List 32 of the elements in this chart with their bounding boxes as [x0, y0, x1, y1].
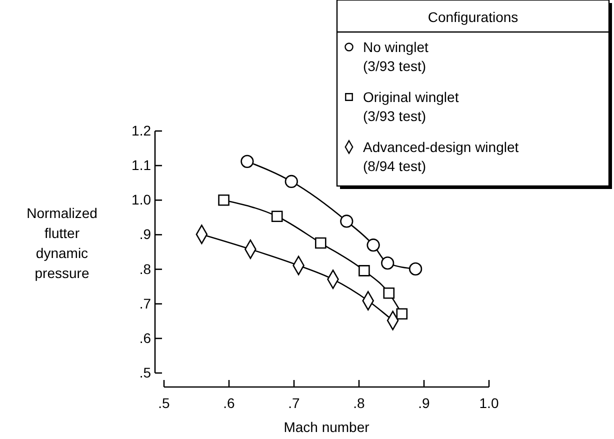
legend-label: Original winglet (3/93 test) — [363, 89, 459, 124]
point — [340, 214, 354, 228]
point — [358, 265, 370, 276]
x-tick-label: .9 — [418, 395, 430, 412]
x-tick-label: .7 — [288, 395, 300, 412]
y-tick-label: .8 — [139, 260, 152, 277]
y-tick-label: .7 — [139, 295, 152, 312]
point — [218, 194, 230, 206]
legend-label: Advanced-design winglet (8/94 test) — [363, 139, 519, 174]
x-tick-label: 1.0 — [479, 395, 499, 412]
x-axis-title: Mach number — [284, 419, 370, 435]
y-tick-label: .5 — [139, 364, 152, 380]
y-tick-label: .6 — [139, 330, 152, 346]
x-tick-label: .5 — [158, 395, 170, 412]
y-axis-title: Normalized flutter dynamic pressure — [26, 205, 98, 281]
point — [366, 238, 380, 252]
point — [240, 154, 254, 168]
point — [315, 237, 326, 249]
point — [383, 287, 395, 299]
y-tick-label: 1.2 — [132, 122, 152, 138]
point — [396, 308, 408, 320]
y-tick-label: .9 — [139, 226, 152, 242]
point — [408, 262, 422, 276]
y-tick-label: 1.0 — [132, 192, 152, 208]
point — [381, 256, 394, 270]
legend-title: Configurations — [428, 9, 518, 25]
point — [271, 210, 283, 222]
legend-label: No winglet (3/93 test) — [363, 39, 428, 74]
x-tick-label: .6 — [223, 395, 236, 412]
y-tick-label: 1.1 — [132, 157, 152, 174]
x-tick-label: .8 — [353, 395, 366, 412]
point — [284, 174, 298, 188]
